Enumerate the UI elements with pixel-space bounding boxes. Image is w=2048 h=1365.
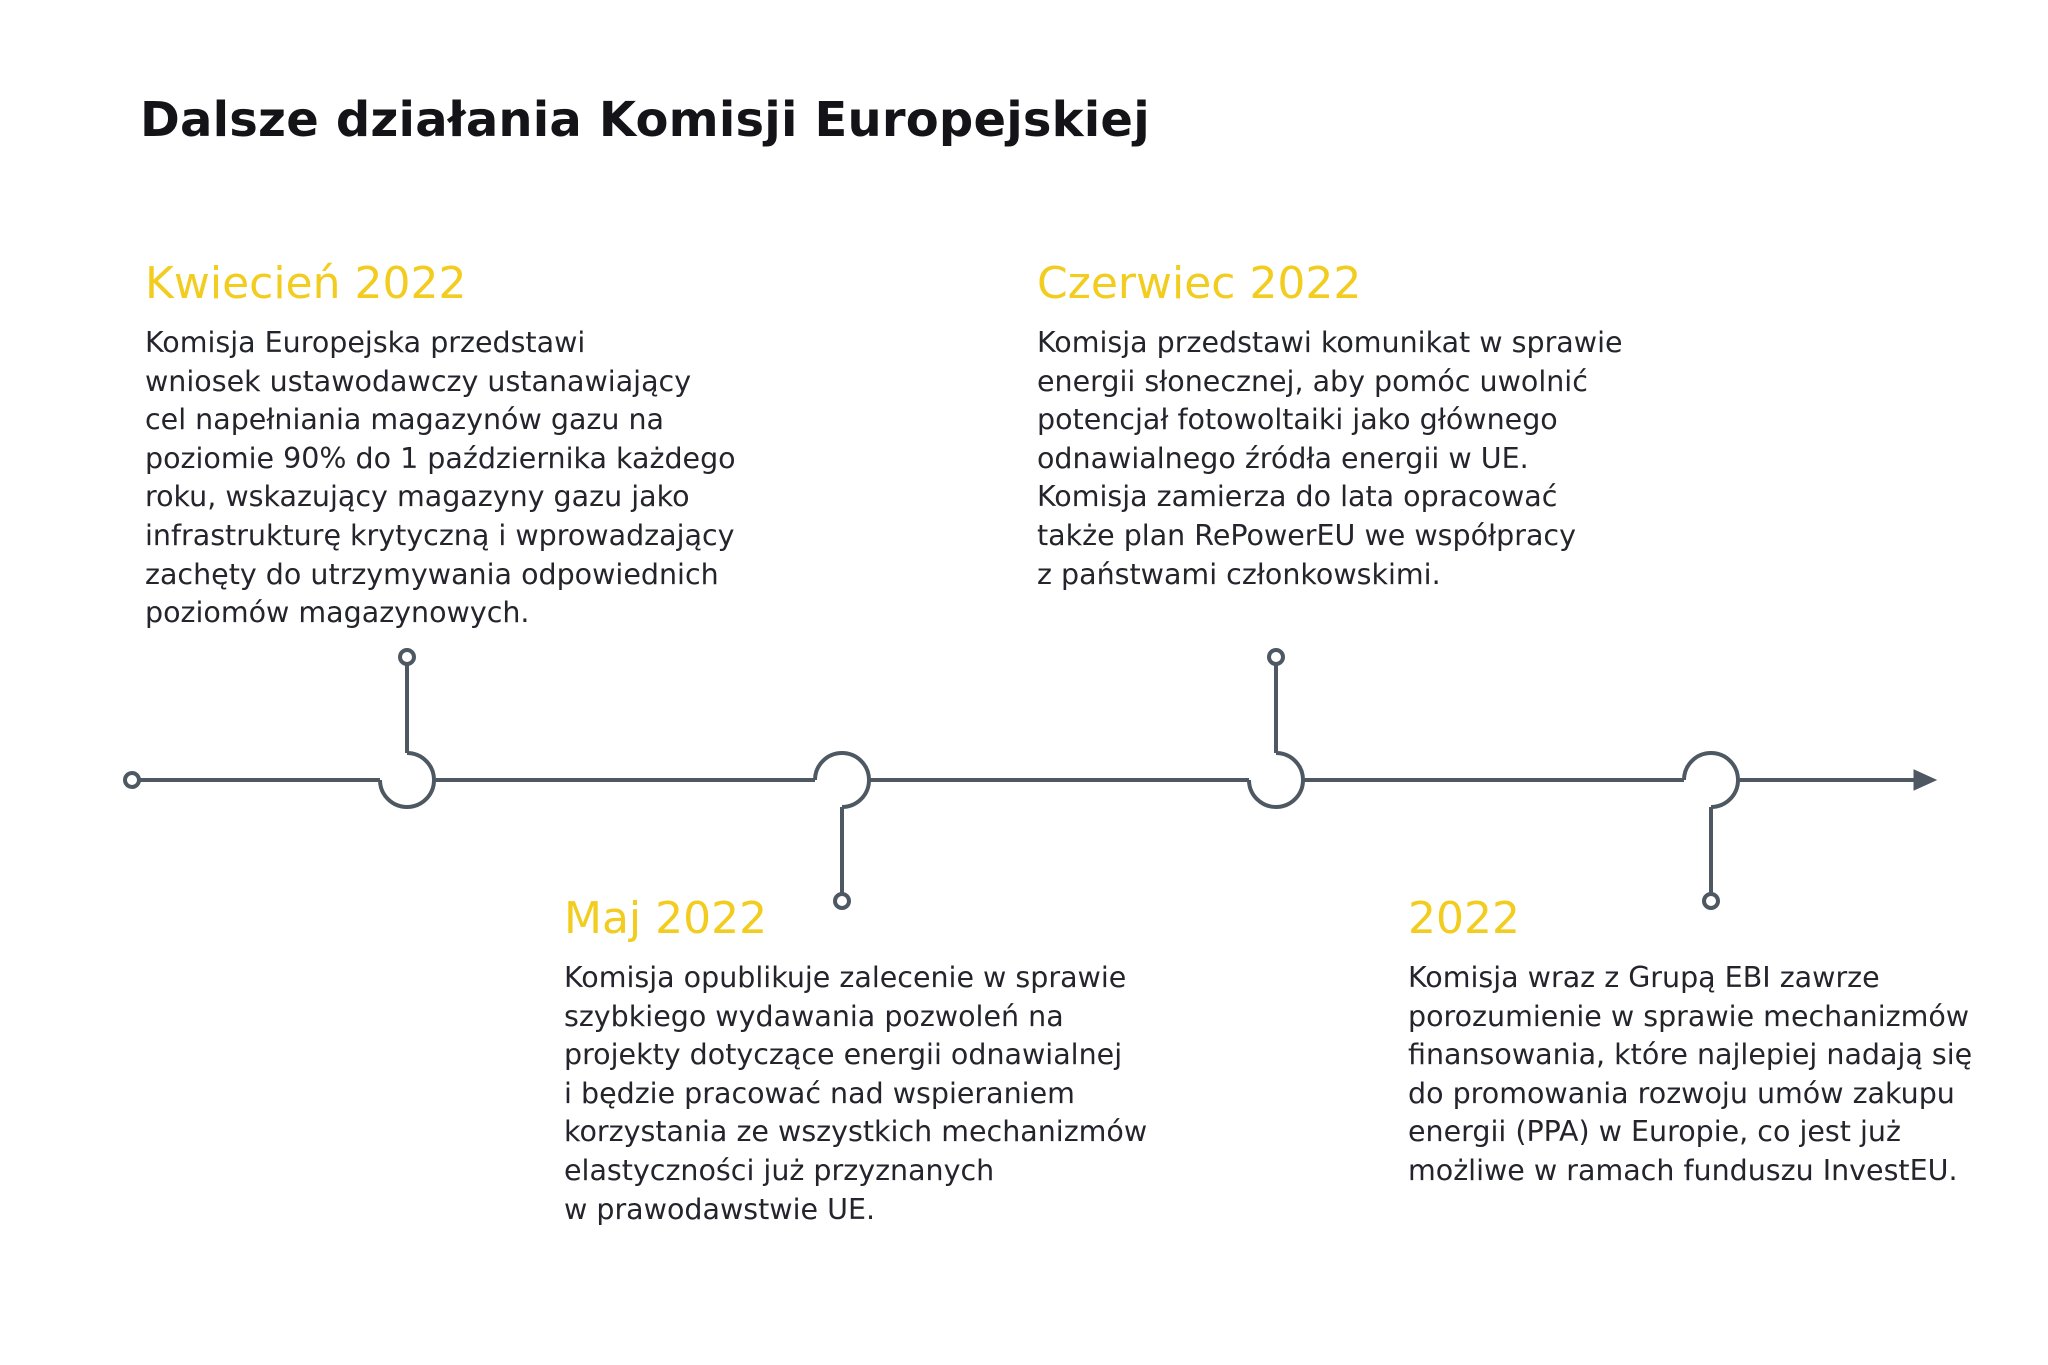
event-date: Maj 2022	[564, 893, 768, 944]
event-april-2022: Kwiecień 2022 Komisja Europejska przedst…	[145, 256, 736, 633]
event-june-2022: Czerwiec 2022 Komisja przedstawi komunik…	[1037, 256, 1623, 594]
event-date: Czerwiec 2022	[1037, 258, 1362, 309]
timeline-node	[813, 751, 871, 809]
timeline-node	[378, 751, 436, 809]
timeline-stem-dot	[1702, 892, 1720, 910]
event-text: Komisja przedstawi komunikat w sprawie e…	[1037, 326, 1623, 591]
timeline-start-dot	[123, 771, 141, 789]
event-2022: 2022 Komisja wraz z Grupą EBI zawrze por…	[1408, 891, 1972, 1191]
event-text: Komisja Europejska przedstawi wniosek us…	[145, 326, 736, 630]
event-date: Kwiecień 2022	[145, 258, 467, 309]
timeline-node	[1247, 751, 1305, 809]
timeline-stem-dot	[1267, 648, 1285, 666]
event-text: Komisja opublikuje zalecenie w sprawie s…	[564, 961, 1148, 1226]
timeline-node	[1682, 751, 1740, 809]
event-text: Komisja wraz z Grupą EBI zawrze porozumi…	[1408, 961, 1973, 1187]
event-date: 2022	[1408, 893, 1520, 944]
timeline-arrow-icon	[1913, 769, 1938, 791]
page-title: Dalsze działania Komisji Europejskiej	[140, 92, 1150, 148]
timeline-stem-dot	[833, 892, 851, 910]
event-may-2022: Maj 2022 Komisja opublikuje zalecenie w …	[564, 891, 1147, 1229]
timeline-stem-dot	[398, 648, 416, 666]
